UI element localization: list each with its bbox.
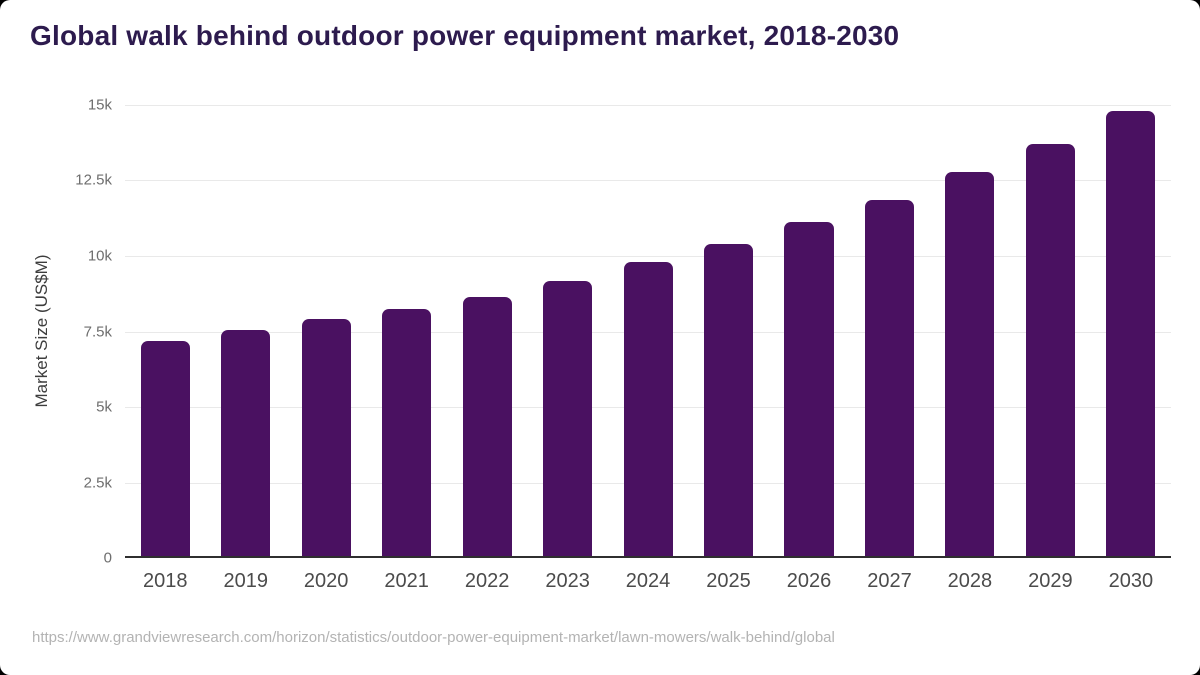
y-tick-label: 15k: [87, 96, 112, 114]
x-tick-label-2019: 2019: [223, 570, 268, 592]
x-tick-label-2029: 2029: [1028, 570, 1073, 592]
bar-slot-2023: [527, 105, 607, 558]
x-tick-label-2022: 2022: [464, 570, 510, 592]
x-tick-label-2021: 2021: [384, 570, 429, 592]
bar-2020[interactable]: [301, 318, 351, 558]
y-tick-label: 7.5k: [83, 323, 112, 340]
bar-2028[interactable]: [945, 172, 995, 558]
bar-slot-2029: [1010, 105, 1090, 558]
bar-2026[interactable]: [784, 222, 834, 558]
bar-slot-2028: [930, 105, 1010, 558]
bar-2030[interactable]: [1106, 111, 1156, 558]
bar-slot-2019: [205, 105, 285, 558]
x-axis-line: [125, 556, 1171, 558]
y-tick-label: 10k: [87, 247, 112, 265]
bar-2018[interactable]: [140, 340, 190, 558]
x-tick-label-2030: 2030: [1108, 570, 1154, 592]
x-tick-label-2018: 2018: [142, 570, 188, 592]
x-tick-label-2025: 2025: [706, 570, 751, 592]
bar-slot-2025: [688, 105, 768, 558]
bar-2029[interactable]: [1025, 144, 1075, 558]
y-tick-label: 0: [103, 549, 112, 567]
bar-slot-2020: [286, 105, 366, 558]
gridline: [125, 255, 1171, 257]
x-tick-label-2024: 2024: [625, 570, 671, 592]
x-tick-label-2028: 2028: [947, 570, 993, 592]
y-axis-tick-labels: 15k 12.5k 10k 7.5k 5k 2.5k 0: [0, 97, 112, 567]
bar-2022[interactable]: [462, 296, 512, 558]
x-axis-tick-labels: 2018 2019 2020 2021 2022 2023 2024 2025 2026 2027…: [125, 570, 1171, 593]
x-tick-label-2023: 2023: [545, 570, 590, 592]
plot-area: [125, 105, 1171, 558]
gridline: [125, 105, 1171, 106]
bar-2019[interactable]: [221, 330, 271, 558]
x-tick-label-2026: 2026: [786, 570, 832, 592]
x-tick-label-2020: 2020: [303, 570, 349, 592]
bar-slot-2026: [769, 105, 849, 558]
bar-slot-2024: [608, 105, 688, 558]
bars-row: [125, 105, 1171, 558]
bar-slot-2018: [125, 105, 205, 558]
bar-2025[interactable]: [703, 243, 754, 558]
y-tick-label: 2.5k: [83, 474, 112, 491]
bar-slot-2027: [849, 105, 929, 558]
source-url: https://www.grandviewresearch.com/horizo…: [32, 629, 835, 646]
y-tick-label: 5k: [96, 398, 112, 416]
gridline: [125, 180, 1171, 182]
y-tick-label: 12.5k: [75, 171, 112, 189]
bar-slot-2022: [447, 105, 527, 558]
bar-2024[interactable]: [623, 262, 673, 558]
bar-slot-2021: [366, 105, 446, 558]
bar-2023[interactable]: [543, 280, 593, 558]
x-tick-label-2027: 2027: [867, 570, 912, 592]
page-title: Global walk behind outdoor power equipme…: [30, 20, 900, 51]
bar-2027[interactable]: [864, 199, 914, 558]
bar-slot-2030: [1091, 105, 1171, 558]
bar-2021[interactable]: [382, 308, 432, 558]
